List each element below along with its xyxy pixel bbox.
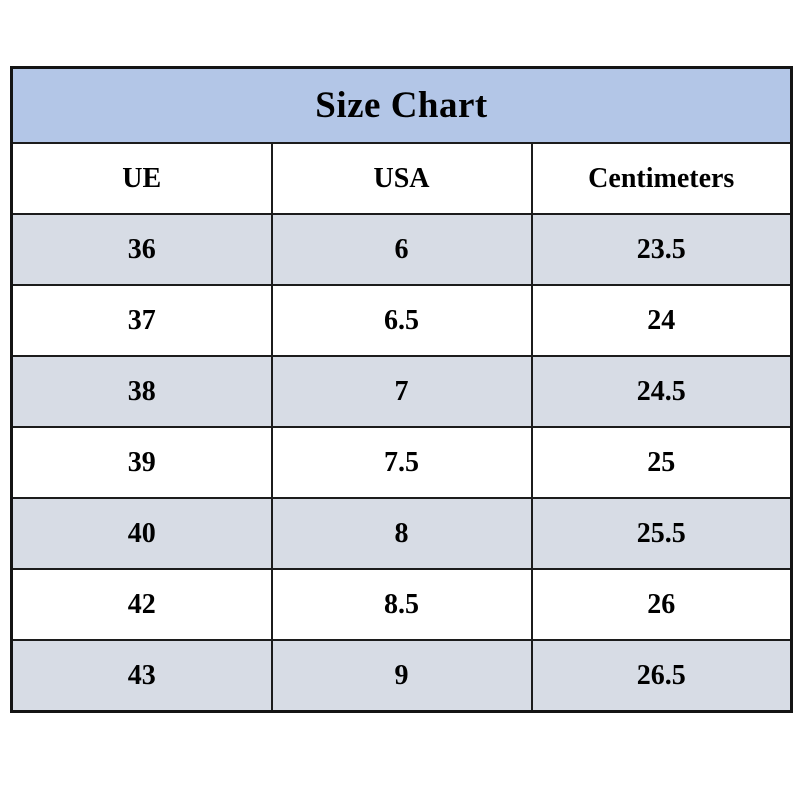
column-header-ue: UE: [10, 142, 273, 215]
cell-usa: 8: [270, 497, 533, 570]
cell-ue: 38: [10, 355, 273, 428]
cell-centimeters: 25: [530, 426, 793, 499]
table-row: 43 9 26.5: [10, 639, 793, 713]
cell-centimeters: 23.5: [530, 213, 793, 286]
table-title: Size Chart: [10, 66, 793, 144]
cell-ue: 39: [10, 426, 273, 499]
cell-centimeters: 24: [530, 284, 793, 357]
cell-centimeters: 26.5: [530, 639, 793, 713]
table-row: 37 6.5 24: [10, 284, 793, 357]
cell-ue: 40: [10, 497, 273, 570]
cell-usa: 7.5: [270, 426, 533, 499]
cell-usa: 8.5: [270, 568, 533, 641]
cell-usa: 7: [270, 355, 533, 428]
cell-ue: 43: [10, 639, 273, 713]
column-header-centimeters: Centimeters: [530, 142, 793, 215]
cell-centimeters: 24.5: [530, 355, 793, 428]
table-row: 42 8.5 26: [10, 568, 793, 641]
table-row: 38 7 24.5: [10, 355, 793, 428]
header-row: UE USA Centimeters: [10, 142, 793, 215]
cell-usa: 9: [270, 639, 533, 713]
size-chart-table: Size Chart UE USA Centimeters 36 6 23.5 …: [10, 66, 793, 713]
cell-usa: 6.5: [270, 284, 533, 357]
table-row: 39 7.5 25: [10, 426, 793, 499]
cell-usa: 6: [270, 213, 533, 286]
cell-centimeters: 25.5: [530, 497, 793, 570]
title-row: Size Chart: [10, 66, 793, 144]
column-header-usa: USA: [270, 142, 533, 215]
table-row: 40 8 25.5: [10, 497, 793, 570]
table-row: 36 6 23.5: [10, 213, 793, 286]
cell-ue: 37: [10, 284, 273, 357]
cell-ue: 42: [10, 568, 273, 641]
cell-ue: 36: [10, 213, 273, 286]
cell-centimeters: 26: [530, 568, 793, 641]
